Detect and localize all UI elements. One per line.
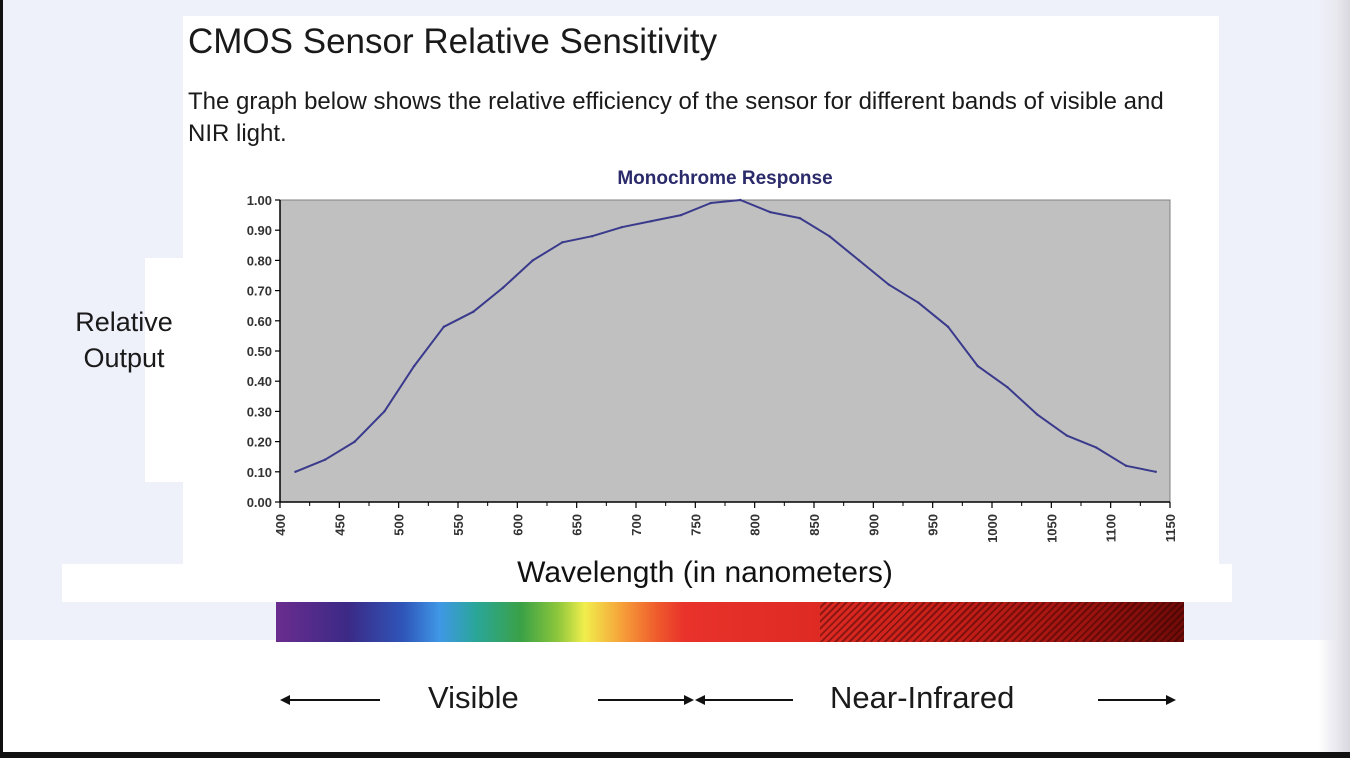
- visible-band-label: Visible: [428, 680, 519, 715]
- data-point: [917, 301, 920, 304]
- x-tick-label: 450: [332, 514, 347, 536]
- y-axis-label: Relative Output: [75, 307, 173, 373]
- series-line: [295, 199, 1156, 473]
- data-point: [294, 470, 297, 473]
- x-tick-label: 500: [392, 514, 407, 536]
- data-point: [768, 210, 772, 214]
- visible-right-arrow-icon: [598, 695, 694, 705]
- data-point: [1124, 464, 1128, 467]
- data-point: [709, 201, 712, 205]
- ylabel-panel: [145, 258, 205, 482]
- y-tick-label: 0.50: [247, 344, 272, 359]
- data-point: [620, 225, 623, 229]
- data-point: [946, 325, 950, 329]
- data-point: [383, 410, 386, 413]
- data-point: [857, 259, 861, 262]
- data-point: [531, 259, 534, 262]
- y-tick-label: 0.60: [247, 314, 272, 329]
- y-tick-label: 1.00: [247, 193, 272, 208]
- y-tick-label: 0.30: [247, 404, 272, 419]
- x-tick-label: 550: [451, 514, 466, 536]
- frame-left-border: [0, 0, 3, 758]
- data-point: [679, 213, 683, 217]
- y-tick-label: 0.90: [247, 223, 272, 238]
- x-tick-label: 1100: [1104, 514, 1119, 542]
- x-axis-label: Wavelength (in nanometers): [517, 556, 893, 589]
- y-tick-label: 0.00: [247, 495, 272, 510]
- data-point: [798, 216, 801, 220]
- x-tick-label: 700: [629, 514, 644, 536]
- data-point: [1154, 470, 1157, 473]
- nir-left-arrow-icon: [695, 695, 793, 705]
- x-tick-label: 1050: [1044, 514, 1059, 543]
- data-point: [590, 235, 594, 238]
- infrared-hatch: [820, 602, 1184, 642]
- right-edge-shadow: [1318, 0, 1350, 758]
- x-tick-label: 650: [570, 514, 585, 536]
- data-point: [561, 241, 564, 244]
- plot-area: [279, 199, 1171, 503]
- data-point: [887, 283, 890, 286]
- y-tick-label: 0.20: [247, 435, 272, 450]
- x-tick-label: 1000: [985, 514, 1000, 543]
- nir-right-arrow-icon: [1098, 695, 1176, 705]
- x-tick-label: 800: [748, 514, 763, 536]
- data-point: [828, 235, 831, 238]
- data-point: [442, 325, 445, 329]
- x-tick-label: 1150: [1163, 514, 1178, 542]
- page-description: The graph below shows the relative effic…: [188, 88, 1164, 147]
- x-tick-label: 400: [273, 514, 288, 536]
- light-spectrum-bar: [276, 602, 1184, 642]
- data-point: [1035, 413, 1039, 416]
- data-point: [650, 219, 653, 223]
- data-point: [1095, 446, 1098, 449]
- chart-title: Monochrome Response: [617, 168, 833, 189]
- y-tick-label: 0.10: [247, 465, 272, 480]
- x-tick-label: 750: [688, 514, 703, 536]
- xlabel-panel: [62, 564, 1232, 602]
- y-tick-label: 0.40: [247, 374, 272, 389]
- y-tick-label: 0.70: [247, 284, 272, 299]
- data-point: [976, 364, 979, 368]
- data-point: [739, 198, 742, 202]
- x-tick-label: 950: [926, 514, 941, 536]
- nir-band-label: Near-Infrared: [830, 680, 1015, 715]
- data-point: [501, 286, 505, 289]
- x-tick-label: 600: [510, 514, 525, 536]
- x-tick-label: 850: [807, 514, 822, 536]
- data-point: [472, 310, 475, 313]
- data-point: [323, 458, 327, 461]
- data-point: [1006, 386, 1009, 389]
- x-tick-label: 900: [866, 514, 881, 536]
- y-tick-label: 0.80: [247, 253, 272, 268]
- frame-bottom-border: [0, 752, 1350, 758]
- page-title: CMOS Sensor Relative Sensitivity: [188, 22, 718, 61]
- data-point: [412, 364, 416, 368]
- data-point: [1065, 434, 1068, 437]
- visible-left-arrow-icon: [280, 695, 380, 705]
- data-point: [353, 440, 356, 443]
